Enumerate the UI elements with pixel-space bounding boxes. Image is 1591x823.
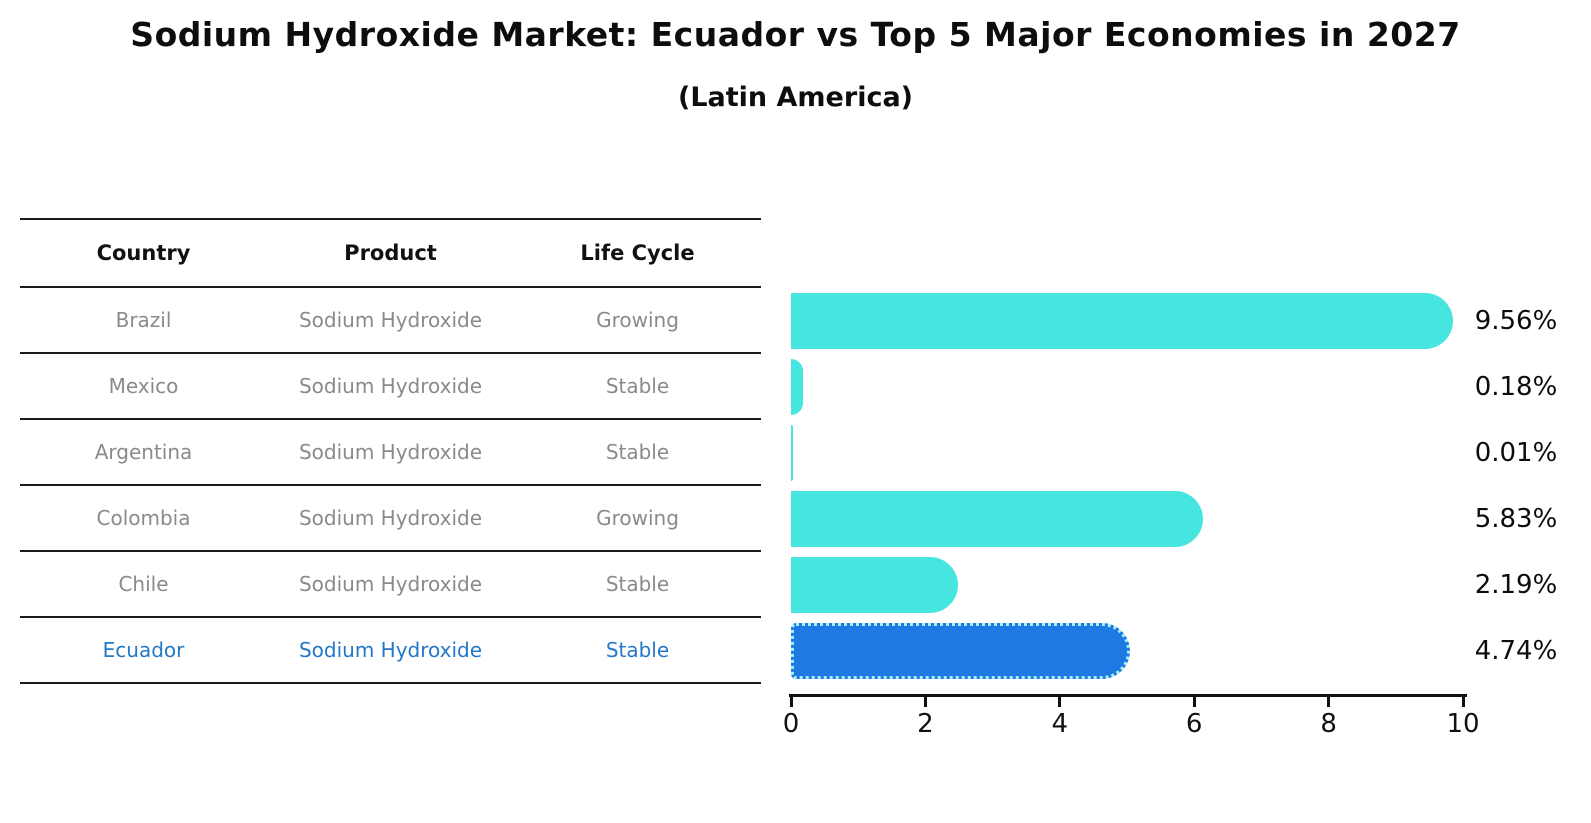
table-cell-country: Colombia <box>96 506 191 530</box>
table-cell-life-cycle: Stable <box>605 572 670 596</box>
table-header-life-cycle: Life Cycle <box>580 241 695 265</box>
table-header-row: Country Product Life Cycle <box>20 220 761 288</box>
table-cell-life-cycle: Growing <box>596 308 679 332</box>
table-cell-product: Sodium Hydroxide <box>298 440 483 464</box>
bar-value-label: 0.18% <box>1474 372 1558 402</box>
bar-value-label: 9.56% <box>1474 306 1558 336</box>
x-axis-tick <box>1461 697 1465 707</box>
table-cell-life-cycle: Growing <box>596 506 679 530</box>
table-cell-product: Sodium Hydroxide <box>298 506 483 530</box>
x-axis-tick-label: 10 <box>1446 709 1480 739</box>
x-axis-tick <box>1058 697 1062 707</box>
bar-value-label: 0.01% <box>1474 438 1558 468</box>
table-header-country: Country <box>96 241 191 265</box>
bar-value-label: 2.19% <box>1474 570 1558 600</box>
x-axis-tick <box>1192 697 1196 707</box>
x-axis-tick-label: 4 <box>1051 709 1069 739</box>
table-cell-country: Chile <box>118 572 169 596</box>
bar-value-label: 4.74% <box>1474 636 1558 666</box>
x-axis-tick <box>1327 697 1331 707</box>
table-row: Chile Sodium Hydroxide Stable <box>20 552 761 618</box>
table-row: Argentina Sodium Hydroxide Stable <box>20 420 761 486</box>
bar-colombia <box>791 491 1203 547</box>
table-cell-product: Sodium Hydroxide <box>298 572 483 596</box>
x-axis-tick-label: 6 <box>1185 709 1203 739</box>
table-cell-country: Argentina <box>94 440 193 464</box>
x-axis-line <box>789 694 1467 697</box>
chart-subtitle: (Latin America) <box>677 82 914 113</box>
table-row: Brazil Sodium Hydroxide Growing <box>20 288 761 354</box>
table-cell-country: Mexico <box>108 374 179 398</box>
x-axis-tick-label: 0 <box>782 709 800 739</box>
table-row: Colombia Sodium Hydroxide Growing <box>20 486 761 552</box>
x-axis-tick-label: 8 <box>1320 709 1337 739</box>
country-table: Country Product Life Cycle Brazil Sodium … <box>20 218 761 684</box>
table-cell-country: Brazil <box>115 308 172 332</box>
chart-title: Sodium Hydroxide Market: Ecuador vs Top … <box>130 15 1461 54</box>
bar-value-label: 5.83% <box>1474 504 1558 534</box>
bar-chile <box>791 557 959 613</box>
bar-ecuador <box>791 623 1130 679</box>
x-axis-tick-label: 2 <box>917 709 934 739</box>
bar-brazil <box>791 293 1454 349</box>
table-cell-product: Sodium Hydroxide <box>298 638 483 662</box>
x-axis-tick <box>923 697 927 707</box>
table-cell-product: Sodium Hydroxide <box>298 374 483 398</box>
table-row: Ecuador Sodium Hydroxide Stable <box>20 618 761 684</box>
table-header-product: Product <box>344 241 437 265</box>
table-cell-life-cycle: Stable <box>605 440 670 464</box>
bar-mexico <box>791 359 804 415</box>
table-row: Mexico Sodium Hydroxide Stable <box>20 354 761 420</box>
table-body: Brazil Sodium Hydroxide Growing Mexico Sodiu… <box>20 288 761 684</box>
table-cell-life-cycle: Stable <box>605 638 670 662</box>
x-axis-tick <box>789 697 793 707</box>
bar-argentina <box>791 425 793 481</box>
bar-plot-area <box>791 288 1463 684</box>
table-cell-life-cycle: Stable <box>605 374 670 398</box>
table-cell-product: Sodium Hydroxide <box>298 308 483 332</box>
table-cell-country: Ecuador <box>102 638 185 662</box>
